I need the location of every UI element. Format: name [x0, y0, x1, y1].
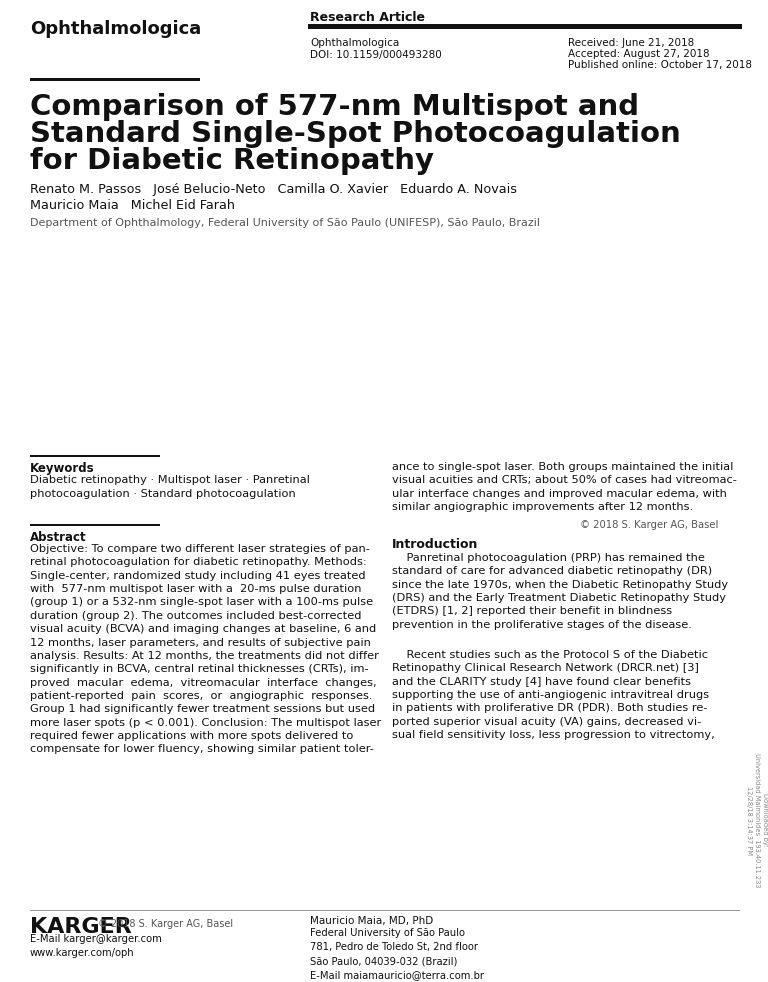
Text: Accepted: August 27, 2018: Accepted: August 27, 2018	[568, 49, 710, 59]
Text: Objective: To compare two different laser strategies of pan-
retinal photocoagul: Objective: To compare two different lase…	[30, 544, 381, 754]
Text: Comparison of 577-nm Multispot and: Comparison of 577-nm Multispot and	[30, 93, 639, 121]
Text: Ophthalmologica: Ophthalmologica	[310, 38, 399, 48]
Text: Downloaded by:
Universidad Maimonides  193.40.11.233
12/28/18 3:14:37 PM: Downloaded by: Universidad Maimonides 19…	[746, 753, 768, 887]
Text: Introduction: Introduction	[392, 538, 478, 551]
Text: E-Mail karger@karger.com
www.karger.com/oph: E-Mail karger@karger.com www.karger.com/…	[30, 934, 162, 958]
Text: © 2018 S. Karger AG, Basel: © 2018 S. Karger AG, Basel	[580, 520, 718, 530]
Text: Diabetic retinopathy · Multispot laser · Panretinal
photocoagulation · Standard : Diabetic retinopathy · Multispot laser ·…	[30, 475, 310, 499]
Text: Recent studies such as the Protocol S of the Diabetic
Retinopathy Clinical Resea: Recent studies such as the Protocol S of…	[392, 650, 715, 740]
Text: Research Article: Research Article	[310, 11, 425, 24]
Bar	[308, 24, 742, 29]
Text: Mauricio Maia, MD, PhD: Mauricio Maia, MD, PhD	[310, 916, 433, 926]
Bar	[30, 78, 200, 81]
Text: KARGER: KARGER	[30, 917, 132, 937]
Text: for Diabetic Retinopathy: for Diabetic Retinopathy	[30, 147, 434, 175]
Text: DOI: 10.1159/000493280: DOI: 10.1159/000493280	[310, 50, 442, 60]
Text: Received: June 21, 2018: Received: June 21, 2018	[568, 38, 694, 48]
Bar	[30, 455, 160, 457]
Text: Abstract: Abstract	[30, 531, 87, 544]
Bar	[30, 910, 740, 911]
Text: Federal University of São Paulo
781, Pedro de Toledo St, 2nd floor
São Paulo, 04: Federal University of São Paulo 781, Ped…	[310, 928, 484, 980]
Text: Panretinal photocoagulation (PRP) has remained the
standard of care for advanced: Panretinal photocoagulation (PRP) has re…	[392, 553, 728, 629]
Text: Keywords: Keywords	[30, 462, 94, 475]
Text: Published online: October 17, 2018: Published online: October 17, 2018	[568, 60, 752, 70]
Text: © 2018 S. Karger AG, Basel: © 2018 S. Karger AG, Basel	[98, 919, 233, 929]
Text: Standard Single-Spot Photocoagulation: Standard Single-Spot Photocoagulation	[30, 120, 680, 148]
Text: Department of Ophthalmology, Federal University of São Paulo (UNIFESP), São Paul: Department of Ophthalmology, Federal Uni…	[30, 218, 540, 228]
Text: Renato M. Passos   José Belucio-Neto   Camilla O. Xavier   Eduardo A. Novais: Renato M. Passos José Belucio-Neto Camil…	[30, 183, 517, 196]
Text: Mauricio Maia   Michel Eid Farah: Mauricio Maia Michel Eid Farah	[30, 199, 235, 212]
Text: ance to single-spot laser. Both groups maintained the initial
visual acuities an: ance to single-spot laser. Both groups m…	[392, 462, 737, 512]
Text: Ophthalmologica: Ophthalmologica	[30, 20, 201, 38]
Bar	[30, 524, 160, 526]
